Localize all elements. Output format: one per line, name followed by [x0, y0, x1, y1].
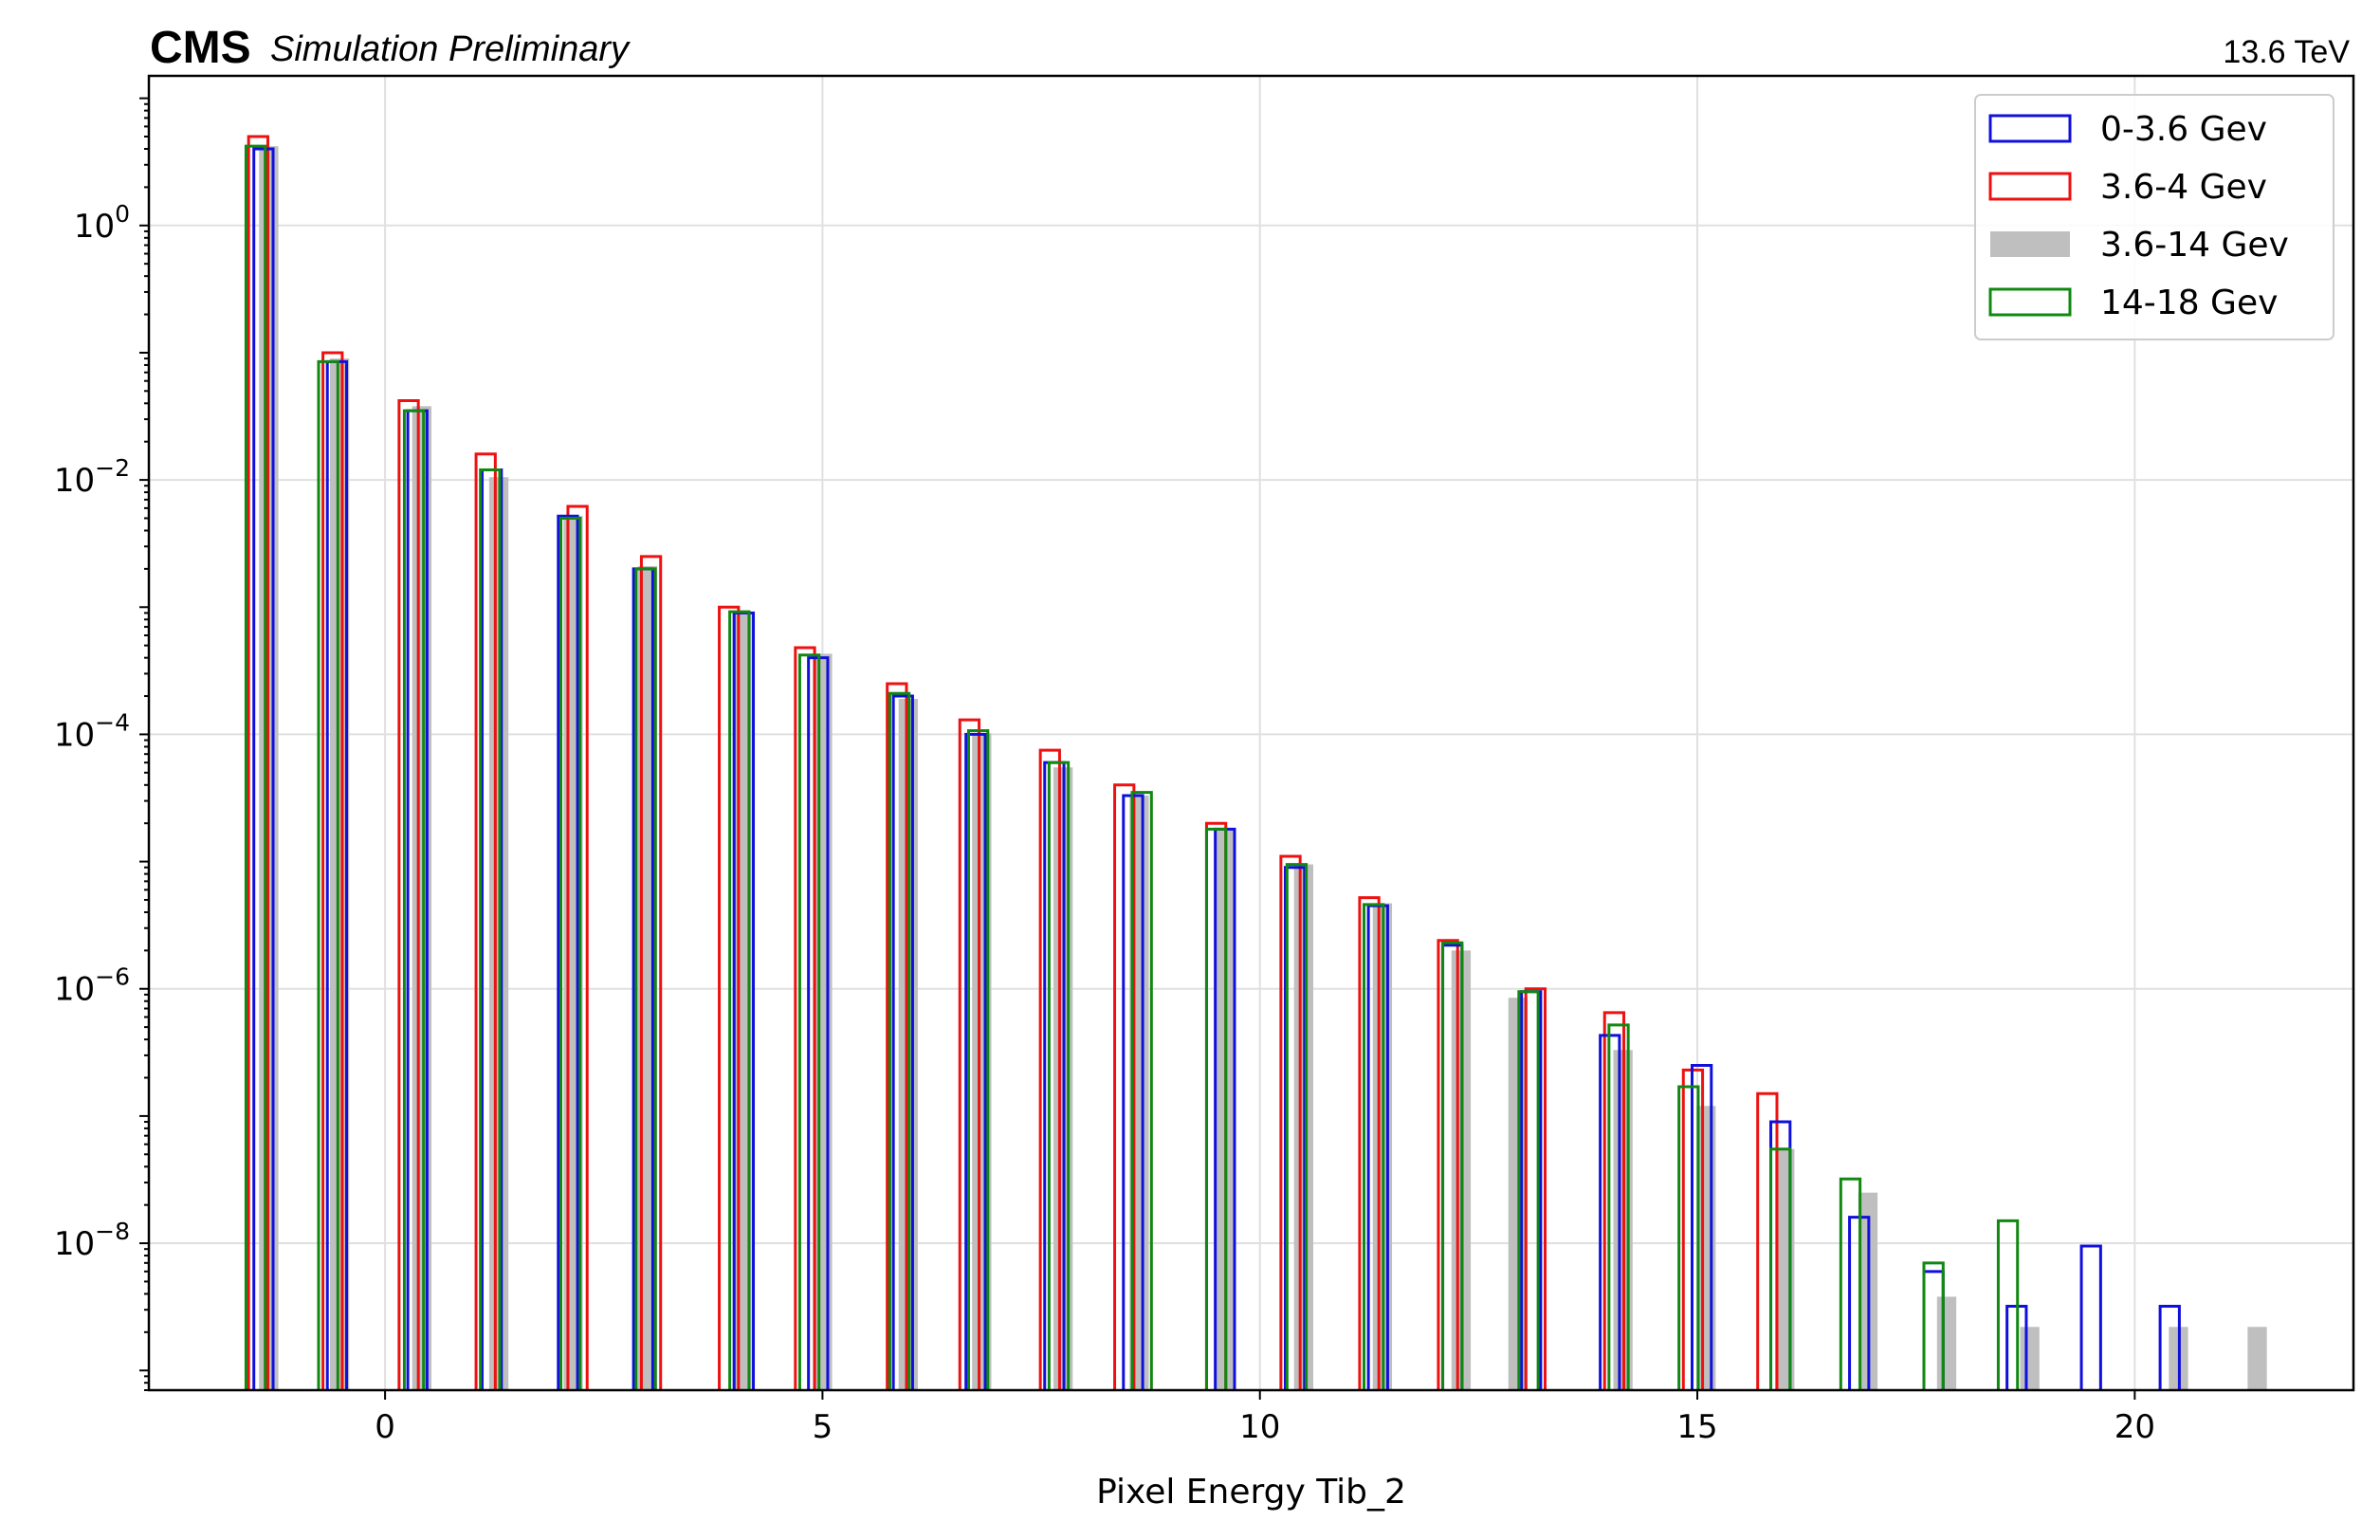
bar: [2247, 1327, 2267, 1390]
axis-ticks: 0 5 10 15 20 100 10−2 10−4 10−6 10−8: [54, 97, 2155, 1446]
legend-swatch: [1990, 231, 2070, 257]
bar: [247, 135, 269, 1390]
bar: [244, 144, 267, 1390]
legend-label: 3.6-4 Gev: [2100, 168, 2267, 207]
simulation-status-label: Simulation Preliminary: [270, 29, 631, 69]
bar: [964, 732, 987, 1390]
bar: [634, 567, 657, 1390]
x-axis-label: Pixel Energy Tib_2: [1096, 1473, 1406, 1512]
bar: [559, 516, 582, 1390]
bar: [1677, 1085, 1700, 1390]
bar: [888, 691, 911, 1390]
bar: [329, 358, 350, 1391]
x-tick-label: 5: [813, 1408, 833, 1446]
bar: [2158, 1304, 2181, 1390]
bar: [1363, 903, 1385, 1390]
y-tick-label: 10−6: [54, 963, 130, 1009]
legend-label: 0-3.6 Gev: [2100, 110, 2267, 149]
legend: 0-3.6 Gev 3.6-4 Gev 3.6-14 Gev 14-18 Gev: [1974, 94, 2334, 340]
bar: [966, 728, 990, 1390]
energy-label: 13.6 TeV: [2223, 34, 2350, 70]
bar: [1936, 1296, 1957, 1390]
bar: [1113, 783, 1136, 1390]
bar: [317, 359, 339, 1390]
bar: [728, 610, 751, 1390]
bar: [1769, 1147, 1792, 1390]
bar: [479, 468, 502, 1390]
bar: [891, 694, 914, 1390]
bar: [1602, 1011, 1626, 1390]
bar: [1130, 791, 1153, 1390]
bar: [1517, 990, 1540, 1390]
chart-header: CMS Simulation Preliminary 13.6 TeV: [150, 23, 2350, 73]
bar: [1358, 896, 1381, 1390]
bar: [566, 504, 589, 1390]
bar: [1839, 1177, 1862, 1390]
legend-label: 3.6-14 Gev: [2100, 226, 2289, 265]
bar: [1756, 1091, 1779, 1390]
bar: [797, 653, 821, 1390]
bar: [639, 555, 663, 1390]
y-tick-label: 10−4: [54, 708, 130, 754]
bars: [244, 135, 2267, 1391]
bar: [474, 452, 497, 1390]
legend-swatch: [1988, 114, 2072, 143]
bar: [794, 646, 816, 1390]
bar: [2079, 1244, 2102, 1390]
bar: [1437, 939, 1459, 1390]
bar: [1285, 863, 1309, 1390]
bar: [1691, 1064, 1713, 1390]
bar: [1283, 866, 1307, 1390]
y-tick-label: 100: [74, 200, 130, 246]
legend-swatch: [1988, 172, 2072, 201]
bar: [321, 351, 344, 1390]
bar: [1204, 827, 1228, 1390]
grid: [149, 76, 2353, 1390]
x-tick-label: 15: [1676, 1408, 1717, 1446]
bar: [412, 406, 432, 1391]
bar: [397, 398, 420, 1390]
bar: [718, 605, 741, 1390]
bar: [1996, 1219, 2020, 1390]
legend-label: 14-18 Gev: [2100, 284, 2278, 322]
bar: [1607, 1023, 1630, 1390]
x-tick-label: 10: [1239, 1408, 1280, 1446]
cms-label: CMS: [150, 23, 251, 73]
y-tick-label: 10−2: [54, 454, 130, 500]
bar: [958, 718, 981, 1390]
bar: [557, 514, 579, 1390]
bar: [1922, 1261, 1945, 1390]
plot-frame: [147, 74, 2355, 1392]
legend-swatch: [1988, 287, 2072, 317]
bar: [1047, 761, 1071, 1390]
bar: [886, 682, 908, 1390]
bar: [402, 409, 426, 1390]
x-tick-label: 20: [2115, 1408, 2155, 1446]
bar: [1524, 987, 1547, 1390]
x-tick-label: 0: [375, 1408, 395, 1446]
bar: [1038, 748, 1061, 1390]
bar: [252, 147, 275, 1390]
y-tick-label: 10−8: [54, 1218, 130, 1263]
bar: [1279, 854, 1302, 1390]
legend-box: [1974, 94, 2334, 340]
bar: [1441, 941, 1464, 1390]
bar: [2020, 1327, 2040, 1390]
